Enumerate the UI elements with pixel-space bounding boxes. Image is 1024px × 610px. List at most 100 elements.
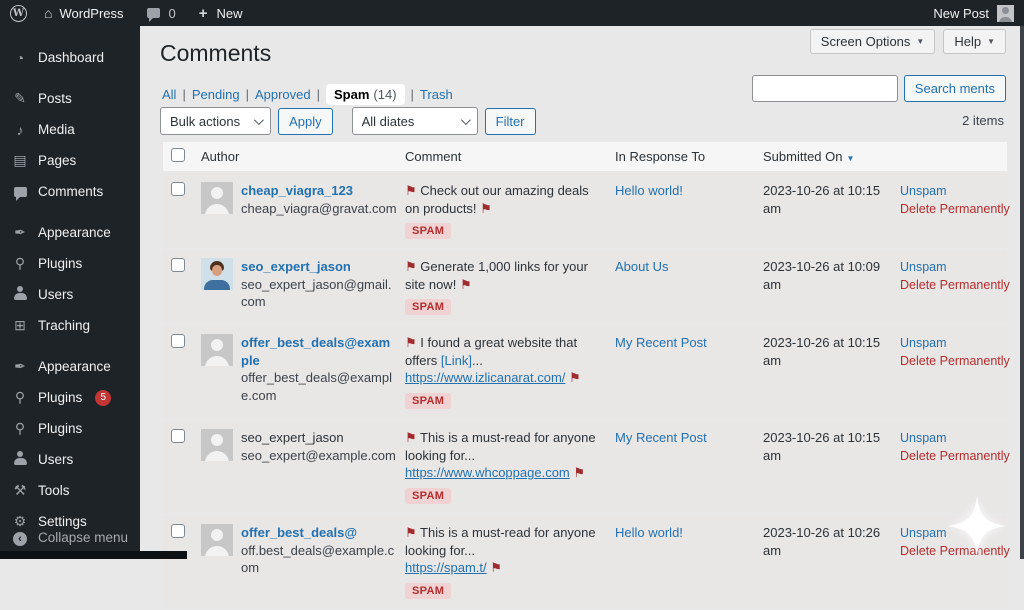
row-checkbox[interactable]	[171, 258, 185, 273]
comment-url-link[interactable]: https://www.whcoppage.com	[405, 465, 570, 481]
author-link[interactable]: offer_best_deals@	[241, 525, 357, 541]
sidebar-item-traching[interactable]: ⊞ Traching	[0, 310, 140, 341]
spam-badge: SPAM	[405, 392, 452, 409]
unspam-link[interactable]: Unspam	[900, 526, 947, 541]
help-button[interactable]: Help ▼	[943, 29, 1006, 54]
bulk-actions-select[interactable]: Bulk actions	[160, 107, 272, 135]
comment-inline-link[interactable]: [Link]	[440, 352, 472, 368]
delete-permanently-link[interactable]: Delete Permanently	[900, 278, 1010, 293]
apply-button[interactable]: Apply	[278, 107, 333, 135]
sidebar-item-pages[interactable]: ▤ Pages	[0, 145, 140, 176]
author-email: seo_expert_jason@gmail.com	[241, 276, 392, 310]
search-comments-input[interactable]	[751, 75, 898, 102]
row-checkbox[interactable]	[171, 182, 185, 196]
comment-text: This is a must-read for anyone looking f…	[405, 430, 596, 463]
unspam-link[interactable]: Unspam	[900, 184, 947, 198]
sidebar-item-dashboard[interactable]: ◔ Dashboard	[0, 42, 140, 73]
tab-spam-active[interactable]: Spam (14)	[326, 84, 405, 105]
sidebar-item-label: Settings	[38, 514, 87, 529]
sidebar-item-appearance-2[interactable]: ✒ Appearance	[0, 351, 140, 382]
delete-permanently-link[interactable]: Delete Permanently	[900, 449, 1010, 464]
chevron-down-icon: ▼	[987, 37, 995, 46]
flag-icon: ⚑	[569, 370, 581, 386]
dashboard-icon: ◔	[15, 49, 25, 66]
unspam-link[interactable]: Unspam	[900, 336, 947, 351]
comment-text: Check out our amazing deals on products!	[405, 183, 589, 216]
dates-filter-select[interactable]: All diates	[351, 107, 478, 135]
author-link[interactable]: seo_expert_jason	[241, 259, 351, 275]
sidebar-item-posts[interactable]: ✎ Posts	[0, 83, 140, 114]
submitted-on: 2023-10-26 at 10:15 am	[763, 183, 881, 217]
search-comments-button[interactable]: Search ments	[903, 75, 1006, 102]
avatar	[201, 429, 233, 462]
delete-permanently-link[interactable]: Delete Permanently	[900, 544, 1010, 559]
sidebar-item-appearance[interactable]: ✒ Appearance	[0, 217, 140, 248]
sidebar-item-comments[interactable]: Comments	[0, 176, 140, 207]
sidebar-item-settings[interactable]: ⚙ Settings	[0, 506, 140, 537]
select-all-checkbox[interactable]	[171, 148, 185, 162]
column-header-submitted-on[interactable]: Submitted On	[763, 149, 843, 164]
settings-icon: ⚙	[13, 513, 27, 529]
in-response-to-link[interactable]: My Recent Post	[615, 430, 707, 446]
screen-options-button[interactable]: Screen Options ▼	[809, 29, 936, 54]
update-count-badge: 5	[95, 389, 112, 406]
new-post-link[interactable]: New Post	[933, 5, 989, 21]
sidebar-item-users-2[interactable]: Users	[0, 444, 140, 475]
sidebar-item-tools[interactable]: ⚒ Tools	[0, 475, 140, 506]
comments-bubble-icon[interactable]	[146, 8, 160, 22]
sidebar-item-label: Dashboard	[38, 50, 105, 65]
comment-url-link[interactable]: https://www.izlicanarat.com/	[405, 370, 566, 386]
sidebar-item-plugins-2[interactable]: ⚲ Plugins 5	[0, 382, 140, 413]
new-content-link[interactable]: New	[216, 5, 243, 21]
submitted-on: 2023-10-26 at 10:09 am	[763, 259, 881, 293]
flag-icon: ⚑	[405, 335, 417, 351]
sidebar-item-media[interactable]: ♪ Media	[0, 114, 140, 145]
user-avatar[interactable]	[997, 4, 1014, 22]
unspam-link[interactable]: Unspam	[900, 431, 947, 446]
tab-all[interactable]: All	[162, 87, 177, 102]
plugins-icon: ⚲	[14, 389, 26, 405]
filter-button[interactable]: Filter	[484, 107, 536, 135]
in-response-to-link[interactable]: Hello world!	[615, 183, 683, 198]
posts-icon: ✎	[14, 90, 26, 106]
delete-permanently-link[interactable]: Delete Permanently	[900, 202, 1010, 217]
column-header-author[interactable]: Author	[201, 149, 240, 164]
in-response-to-link[interactable]: Hello world!	[615, 525, 683, 541]
sidebar-item-plugins[interactable]: ⚲ Plugins	[0, 248, 140, 279]
bulk-actions-label: Bulk actions	[170, 113, 241, 129]
sidebar-item-label: Users	[38, 287, 74, 302]
in-response-to-link[interactable]: About Us	[615, 259, 669, 275]
author-email: cheap_viagra@gravat.com	[241, 200, 397, 216]
media-icon: ♪	[16, 121, 24, 138]
scrollbar[interactable]	[1020, 26, 1024, 559]
sidebar-item-label: Media	[38, 122, 75, 137]
home-icon: ⌂	[44, 5, 53, 21]
delete-permanently-link[interactable]: Delete Permanently	[900, 354, 1010, 369]
flag-icon: ⚑	[480, 200, 492, 216]
row-checkbox[interactable]	[171, 334, 185, 349]
author-link[interactable]: offer_best_deals@example	[241, 335, 391, 368]
sidebar-item-users[interactable]: Users	[0, 279, 140, 310]
comment-url-link[interactable]: https://spam.t/	[405, 560, 487, 576]
author-email: off.best_deals@example.com	[241, 542, 395, 576]
author-link[interactable]: cheap_viagra_123	[241, 183, 354, 198]
tab-trash[interactable]: Trash	[419, 87, 453, 102]
in-response-to-link[interactable]: My Recent Post	[615, 335, 707, 351]
row-checkbox[interactable]	[171, 524, 185, 539]
tab-approved[interactable]: Approved	[254, 87, 311, 102]
screen-options-label: Screen Options	[820, 34, 911, 49]
comment-text: I found a great website that offers	[405, 335, 578, 368]
tab-pending[interactable]: Pending	[191, 87, 240, 102]
unspam-link[interactable]: Unspam	[900, 260, 947, 275]
sidebar-item-plugins-3[interactable]: ⚲ Plugins	[0, 413, 140, 444]
comment-row: seo_expert_jason seo_expert@example.com …	[163, 421, 1010, 514]
row-checkbox[interactable]	[171, 429, 185, 444]
spam-badge: SPAM	[405, 223, 452, 240]
site-name-link[interactable]: WordPress	[59, 5, 124, 21]
sidebar-item-label: Appearance	[38, 225, 111, 240]
submitted-on: 2023-10-26 at 10:15 am	[763, 335, 881, 369]
main-content: Screen Options ▼ Help ▼ Comments All | P…	[140, 26, 1024, 607]
collapse-menu-button[interactable]: ‹ Collapse menu	[0, 522, 140, 553]
sidebar-item-label: Plugins	[38, 421, 83, 436]
wordpress-logo-icon[interactable]: W	[10, 4, 27, 22]
